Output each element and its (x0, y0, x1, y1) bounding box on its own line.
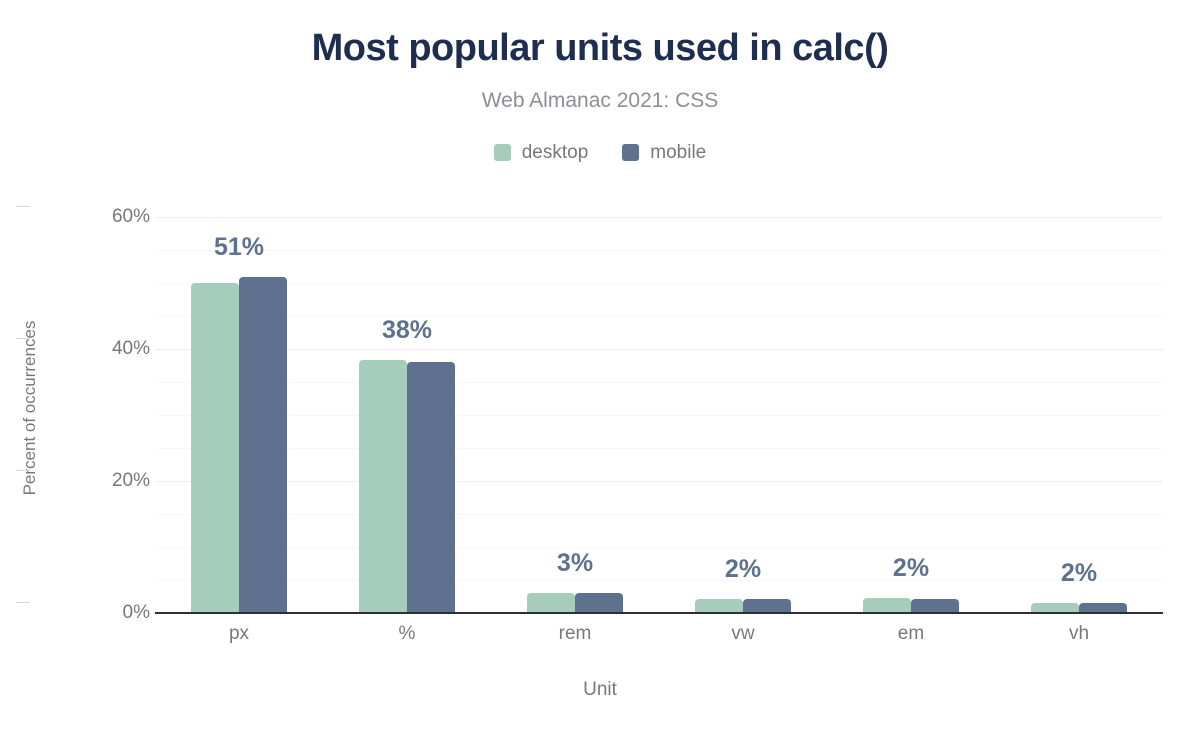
bar-group (191, 204, 287, 613)
data-label-%: 38% (381, 316, 433, 345)
x-tick-label-%: % (398, 623, 416, 644)
bar-desktop-%[interactable] (359, 360, 407, 613)
gridline-minor (155, 514, 1163, 516)
data-label-rem: 3% (556, 548, 594, 577)
x-tick-label-rem: rem (558, 623, 592, 644)
bar-mobile-%[interactable] (407, 362, 455, 613)
data-label-vw: 2% (724, 555, 762, 584)
gridline-major (155, 481, 1163, 483)
plot-area (155, 204, 1163, 614)
legend-item-desktop[interactable]: desktop (493, 142, 589, 163)
x-tick-label-em: em (897, 623, 925, 644)
y-tick-mark (16, 206, 30, 208)
gridline-major (155, 217, 1163, 219)
x-tick-label-vw: vw (731, 623, 755, 644)
bar-mobile-vh[interactable] (1079, 603, 1127, 613)
chart-legend: desktop mobile (0, 143, 1200, 162)
y-tick-label: 60% (16, 206, 150, 228)
bar-group (695, 204, 791, 613)
gridline-minor (155, 316, 1163, 318)
bar-group (863, 204, 959, 613)
data-label-vh: 2% (1060, 559, 1098, 588)
gridline-minor (155, 547, 1163, 549)
x-axis-baseline (155, 612, 1163, 614)
y-tick-mark (16, 602, 30, 603)
chart-subtitle: Web Almanac 2021: CSS (481, 89, 719, 112)
y-tick-mark (16, 470, 30, 472)
legend-label: desktop (521, 142, 589, 163)
data-label-em: 2% (892, 553, 930, 582)
gridline-minor (155, 415, 1163, 417)
bar-desktop-rem[interactable] (527, 593, 575, 613)
x-tick-label-px: px (228, 623, 250, 644)
legend-label: mobile (650, 142, 707, 163)
gridline-minor (155, 283, 1163, 285)
bar-group (1031, 204, 1127, 613)
bar-mobile-px[interactable] (239, 276, 287, 613)
bar-group (527, 204, 623, 613)
gridline-minor (155, 580, 1163, 582)
y-tick-label: 40% (16, 338, 150, 360)
y-tick-label: 0% (16, 602, 150, 624)
y-tick-label: 20% (16, 470, 150, 492)
bar-mobile-vw[interactable] (743, 599, 791, 613)
gridline-minor (155, 250, 1163, 252)
chart-title: Most popular units used in calc() (311, 27, 889, 69)
bar-desktop-em[interactable] (863, 597, 911, 613)
legend-swatch-icon (622, 144, 640, 161)
bar-mobile-rem[interactable] (575, 592, 623, 613)
legend-swatch-icon (493, 144, 511, 161)
x-axis-title: Unit (583, 679, 617, 700)
legend-item-mobile[interactable]: mobile (622, 143, 706, 162)
bar-group (359, 204, 455, 613)
data-label-px: 51% (213, 232, 265, 261)
bar-desktop-vh[interactable] (1031, 603, 1079, 613)
gridline-minor (155, 382, 1163, 384)
x-tick-label-vh: vh (1068, 623, 1090, 644)
gridline-major (155, 349, 1163, 351)
y-tick-mark (16, 338, 30, 340)
bar-desktop-vw[interactable] (695, 599, 743, 613)
gridline-minor (155, 448, 1163, 450)
bar-desktop-px[interactable] (191, 283, 239, 613)
bar-mobile-em[interactable] (911, 599, 959, 613)
